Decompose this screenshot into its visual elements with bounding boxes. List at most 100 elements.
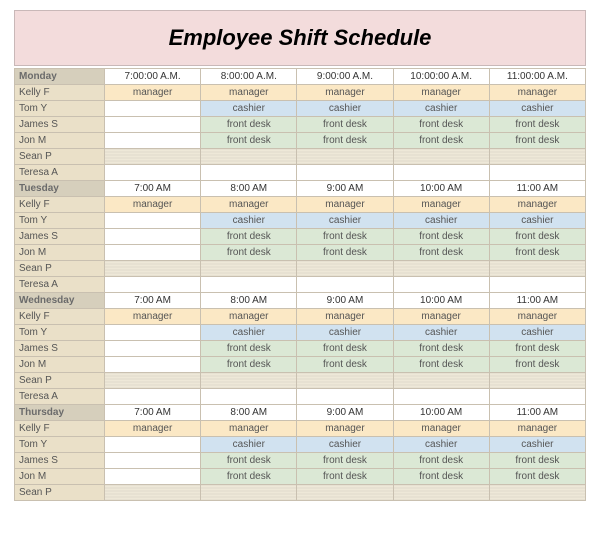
shift-cell[interactable]: manager: [297, 421, 393, 437]
shift-cell[interactable]: [201, 485, 297, 501]
shift-cell[interactable]: front desk: [489, 245, 585, 261]
shift-cell[interactable]: manager: [105, 309, 201, 325]
shift-cell[interactable]: [105, 165, 201, 181]
shift-cell[interactable]: cashier: [489, 325, 585, 341]
shift-cell[interactable]: front desk: [201, 245, 297, 261]
shift-cell[interactable]: cashier: [393, 213, 489, 229]
shift-cell[interactable]: manager: [489, 85, 585, 101]
shift-cell[interactable]: front desk: [201, 453, 297, 469]
shift-cell[interactable]: manager: [105, 85, 201, 101]
shift-cell[interactable]: [105, 229, 201, 245]
shift-cell[interactable]: front desk: [393, 469, 489, 485]
shift-cell[interactable]: [393, 373, 489, 389]
shift-cell[interactable]: front desk: [393, 453, 489, 469]
shift-cell[interactable]: front desk: [489, 133, 585, 149]
shift-cell[interactable]: [201, 277, 297, 293]
shift-cell[interactable]: cashier: [393, 437, 489, 453]
shift-cell[interactable]: [105, 117, 201, 133]
shift-cell[interactable]: manager: [489, 309, 585, 325]
shift-cell[interactable]: [105, 389, 201, 405]
shift-cell[interactable]: cashier: [201, 213, 297, 229]
shift-cell[interactable]: manager: [201, 421, 297, 437]
shift-cell[interactable]: front desk: [201, 469, 297, 485]
shift-cell[interactable]: front desk: [489, 469, 585, 485]
shift-cell[interactable]: [393, 261, 489, 277]
shift-cell[interactable]: [105, 101, 201, 117]
shift-cell[interactable]: cashier: [297, 101, 393, 117]
shift-cell[interactable]: [297, 261, 393, 277]
shift-cell[interactable]: [297, 277, 393, 293]
shift-cell[interactable]: cashier: [489, 213, 585, 229]
shift-cell[interactable]: [105, 341, 201, 357]
shift-cell[interactable]: [105, 325, 201, 341]
shift-cell[interactable]: cashier: [201, 437, 297, 453]
shift-cell[interactable]: [105, 373, 201, 389]
shift-cell[interactable]: manager: [393, 197, 489, 213]
shift-cell[interactable]: front desk: [489, 341, 585, 357]
shift-cell[interactable]: [105, 277, 201, 293]
shift-cell[interactable]: [201, 261, 297, 277]
shift-cell[interactable]: [105, 133, 201, 149]
shift-cell[interactable]: front desk: [393, 229, 489, 245]
shift-cell[interactable]: [393, 277, 489, 293]
shift-cell[interactable]: [105, 437, 201, 453]
shift-cell[interactable]: [393, 149, 489, 165]
shift-cell[interactable]: cashier: [201, 325, 297, 341]
shift-cell[interactable]: [105, 485, 201, 501]
shift-cell[interactable]: front desk: [393, 117, 489, 133]
shift-cell[interactable]: [105, 357, 201, 373]
shift-cell[interactable]: manager: [393, 85, 489, 101]
shift-cell[interactable]: [297, 485, 393, 501]
shift-cell[interactable]: cashier: [297, 437, 393, 453]
shift-cell[interactable]: cashier: [489, 437, 585, 453]
shift-cell[interactable]: cashier: [393, 101, 489, 117]
shift-cell[interactable]: [489, 389, 585, 405]
shift-cell[interactable]: front desk: [393, 341, 489, 357]
shift-cell[interactable]: cashier: [489, 101, 585, 117]
shift-cell[interactable]: front desk: [297, 229, 393, 245]
shift-cell[interactable]: [105, 469, 201, 485]
shift-cell[interactable]: manager: [105, 197, 201, 213]
shift-cell[interactable]: [201, 373, 297, 389]
shift-cell[interactable]: front desk: [393, 133, 489, 149]
shift-cell[interactable]: front desk: [201, 117, 297, 133]
shift-cell[interactable]: cashier: [393, 325, 489, 341]
shift-cell[interactable]: [297, 389, 393, 405]
shift-cell[interactable]: [297, 149, 393, 165]
shift-cell[interactable]: [489, 165, 585, 181]
shift-cell[interactable]: manager: [393, 421, 489, 437]
shift-cell[interactable]: manager: [201, 85, 297, 101]
shift-cell[interactable]: [105, 453, 201, 469]
shift-cell[interactable]: front desk: [489, 229, 585, 245]
shift-cell[interactable]: cashier: [297, 325, 393, 341]
shift-cell[interactable]: front desk: [489, 117, 585, 133]
shift-cell[interactable]: manager: [105, 421, 201, 437]
shift-cell[interactable]: [105, 245, 201, 261]
shift-cell[interactable]: manager: [201, 197, 297, 213]
shift-cell[interactable]: front desk: [393, 245, 489, 261]
shift-cell[interactable]: front desk: [201, 229, 297, 245]
shift-cell[interactable]: front desk: [297, 357, 393, 373]
shift-cell[interactable]: cashier: [297, 213, 393, 229]
shift-cell[interactable]: [105, 213, 201, 229]
shift-cell[interactable]: front desk: [297, 133, 393, 149]
shift-cell[interactable]: [393, 389, 489, 405]
shift-cell[interactable]: front desk: [297, 453, 393, 469]
shift-cell[interactable]: [201, 389, 297, 405]
shift-cell[interactable]: front desk: [201, 341, 297, 357]
shift-cell[interactable]: cashier: [201, 101, 297, 117]
shift-cell[interactable]: [201, 165, 297, 181]
shift-cell[interactable]: manager: [201, 309, 297, 325]
shift-cell[interactable]: front desk: [297, 469, 393, 485]
shift-cell[interactable]: [489, 261, 585, 277]
shift-cell[interactable]: front desk: [489, 453, 585, 469]
shift-cell[interactable]: [297, 165, 393, 181]
shift-cell[interactable]: [393, 165, 489, 181]
shift-cell[interactable]: manager: [489, 421, 585, 437]
shift-cell[interactable]: front desk: [297, 341, 393, 357]
shift-cell[interactable]: [105, 261, 201, 277]
shift-cell[interactable]: manager: [489, 197, 585, 213]
shift-cell[interactable]: [489, 149, 585, 165]
shift-cell[interactable]: manager: [297, 309, 393, 325]
shift-cell[interactable]: front desk: [489, 357, 585, 373]
